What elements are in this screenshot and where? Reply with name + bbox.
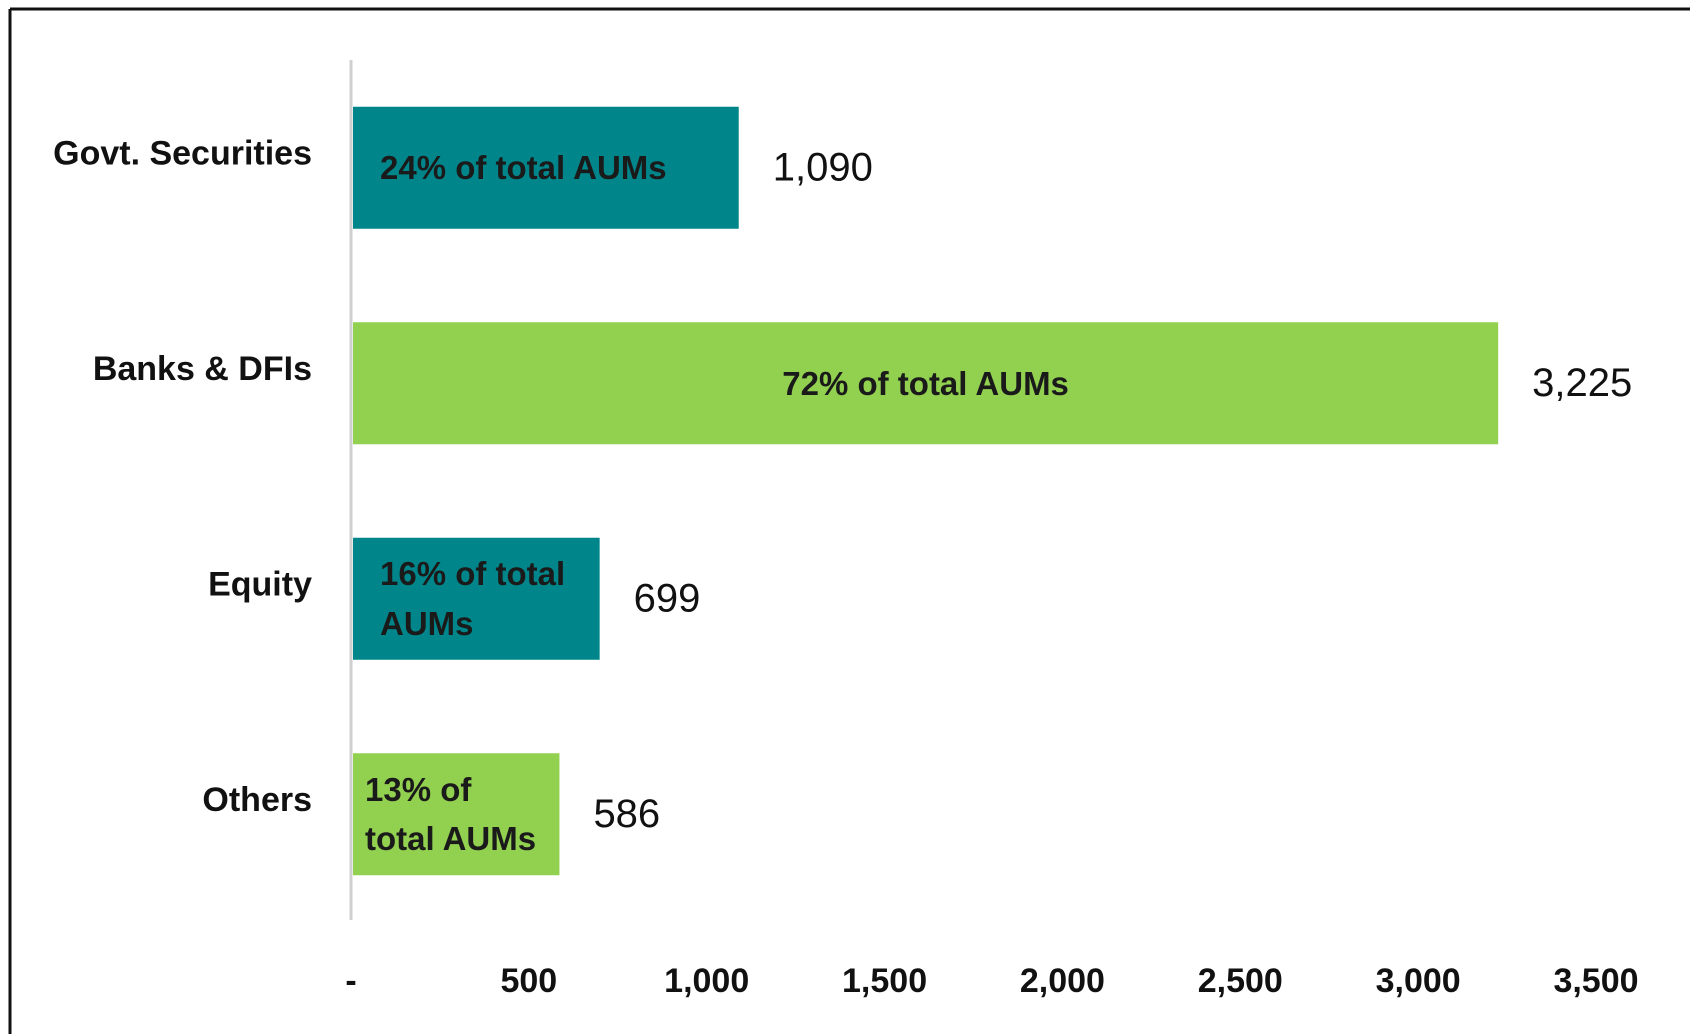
x-tick-label: 1,500 — [842, 962, 927, 1000]
x-tick-label: 2,000 — [1020, 962, 1105, 1000]
value-label: 3,225 — [1532, 361, 1632, 405]
y-tick-label: Govt. Securities — [53, 135, 312, 173]
x-tick-label: 3,500 — [1553, 962, 1638, 1000]
bar-label: 16% of total AUMs — [380, 555, 566, 642]
x-tick-label: 1,000 — [664, 962, 749, 1000]
y-tick-label: Others — [202, 781, 312, 819]
bar-label-box: 13% of total AUMs — [365, 770, 537, 858]
value-label: 586 — [593, 792, 660, 836]
bar — [353, 106, 739, 229]
bar-label-box: 24% of total AUMs — [380, 149, 667, 186]
value-label: 1,090 — [773, 145, 873, 189]
y-tick-label: Banks & DFIs — [93, 350, 312, 388]
bar-label-box: 72% of total AUMs — [782, 364, 1069, 402]
x-tick-label: - — [345, 962, 356, 1000]
y-tick-label: Equity — [208, 566, 312, 604]
bar — [353, 322, 1499, 445]
value-label: 699 — [634, 576, 701, 620]
x-tick-label: 3,000 — [1376, 962, 1461, 1000]
bar-label: 24% of total AUMs — [380, 149, 667, 186]
bar — [353, 753, 560, 876]
bar-label: 72% of total AUMs — [782, 364, 1069, 402]
x-tick-label: 2,500 — [1198, 962, 1283, 1000]
x-tick-label: 500 — [500, 962, 557, 1000]
bar-label: 13% of total AUMs — [365, 770, 537, 858]
bar — [353, 537, 600, 660]
bar-label-box: 16% of total AUMs — [380, 555, 566, 642]
